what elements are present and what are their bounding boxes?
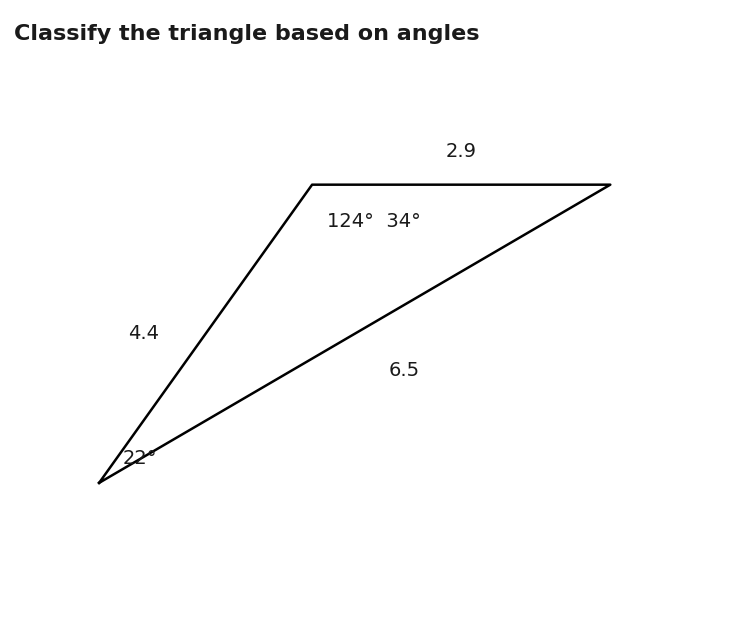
Text: 4.4: 4.4	[128, 324, 159, 343]
Text: Classify the triangle based on angles: Classify the triangle based on angles	[14, 24, 479, 44]
Text: 22°: 22°	[123, 449, 157, 467]
Text: 6.5: 6.5	[389, 361, 420, 380]
Text: 2.9: 2.9	[446, 142, 477, 160]
Text: 124°  34°: 124° 34°	[327, 212, 421, 231]
